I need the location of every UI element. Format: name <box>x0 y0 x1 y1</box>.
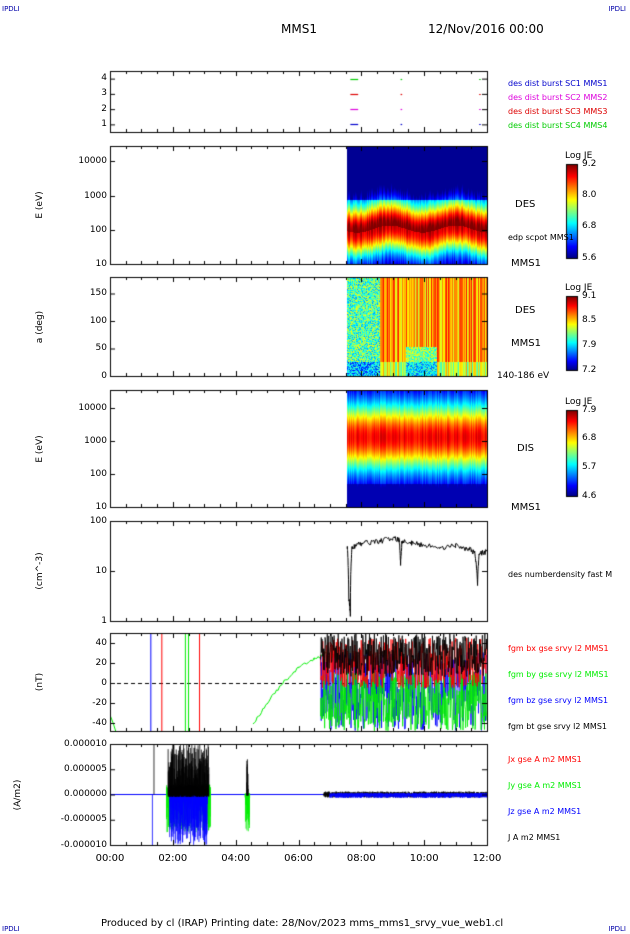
time-tick-3: 06:00 <box>284 853 313 864</box>
cur-legend-2: Jy gse A m2 MMS1 <box>508 781 582 791</box>
des-sublabel: edp scpot MMS1 <box>508 233 574 243</box>
cur-y-tick-2: 0.000000 <box>64 789 107 800</box>
bfield-legend-4: fgm bt gse srvy l2 MMS1 <box>508 722 607 732</box>
pad-y-tick-1: 100 <box>89 315 107 326</box>
pad-y-tick-0: 150 <box>89 288 107 299</box>
bfield-legend-3: fgm bz gse srvy l2 MMS1 <box>508 696 609 706</box>
burst-legend-4: des dist burst SC4 MMS4 <box>508 121 608 131</box>
des-colorbar-tick-1: 8.0 <box>582 189 597 200</box>
pad-colorbar-tick-0: 9.1 <box>582 290 597 301</box>
des-spacecraft-label: MMS1 <box>511 258 541 269</box>
cur-legend-3: Jz gse A m2 MMS1 <box>508 807 582 817</box>
pad-colorbar-tick-3: 7.2 <box>582 364 597 375</box>
bfield-y-tick-2: 0 <box>101 677 107 688</box>
burst-y-tick-0: 4 <box>101 73 107 84</box>
pad-colorbar-title: Log JE <box>565 282 593 293</box>
burst-legend-1: des dist burst SC1 MMS1 <box>508 79 608 89</box>
dens-legend: des numberdensity fast M <box>508 570 613 580</box>
dens-ylabel: (cm^-3) <box>35 552 45 590</box>
burst-legend-3: des dist burst SC3 MMS3 <box>508 107 608 117</box>
dis-y-tick-3: 10 <box>95 501 107 512</box>
des-y-tick-2: 100 <box>89 224 107 235</box>
pad-label: DES <box>515 305 536 316</box>
cur-y-tick-0: 0.000010 <box>64 738 107 749</box>
pad-energy-label: 140-186 eV <box>497 370 550 381</box>
burst-y-tick-2: 2 <box>101 103 107 114</box>
des-label: DES <box>515 199 536 210</box>
dis-spacecraft-label: MMS1 <box>511 502 541 513</box>
des-colorbar-tick-2: 6.8 <box>582 221 597 232</box>
burst-y-tick-3: 1 <box>101 118 107 129</box>
corner-label-bottom-left: IPDLI <box>2 925 20 933</box>
burst-legend-2: des dist burst SC2 MMS2 <box>508 93 608 103</box>
time-tick-4: 08:00 <box>346 853 376 864</box>
dis-y-tick-1: 1000 <box>84 435 107 446</box>
time-tick-0: 00:00 <box>95 853 125 864</box>
des-colorbar-tick-0: 9.2 <box>582 158 597 169</box>
cur-ylabel: (A/m2) <box>13 779 23 810</box>
dis-colorbar-tick-3: 4.6 <box>582 490 597 501</box>
des-colorbar-title: Log JE <box>565 150 593 161</box>
bfield-legend-2: fgm by gse srvy l2 MMS1 <box>508 670 609 680</box>
dis-colorbar-tick-2: 5.7 <box>582 461 597 472</box>
des-y-tick-3: 10 <box>95 258 107 269</box>
dis-colorbar-tick-0: 7.9 <box>582 404 597 415</box>
dens-y-tick-0: 100 <box>89 515 107 526</box>
dis-colorbar-title: Log JE <box>565 396 593 407</box>
des-ylabel: E (eV) <box>35 191 45 219</box>
bfield-y-tick-1: 20 <box>95 657 107 668</box>
des-y-tick-1: 1000 <box>84 190 107 201</box>
pad-spacecraft-label: MMS1 <box>511 338 541 349</box>
pad-colorbar-tick-1: 8.5 <box>582 315 597 326</box>
time-tick-1: 02:00 <box>158 853 188 864</box>
des-colorbar-tick-3: 5.6 <box>582 252 597 263</box>
spacecraft-title: MMS1 <box>281 22 317 36</box>
burst-y-tick-1: 3 <box>101 88 107 99</box>
dens-y-tick-2: 1 <box>101 615 107 626</box>
pad-ylabel: a (deg) <box>35 310 45 343</box>
bfield-y-tick-4: -40 <box>92 717 107 728</box>
cur-legend-1: Jx gse A m2 MMS1 <box>508 755 582 765</box>
time-tick-6: 12:00 <box>472 853 502 864</box>
des-y-tick-0: 10000 <box>78 155 107 166</box>
dis-ylabel: E (eV) <box>35 434 45 463</box>
cur-y-tick-3: -0.000005 <box>60 814 107 825</box>
bfield-ylabel: (nT) <box>35 672 45 692</box>
bfield-y-tick-3: -20 <box>92 697 107 708</box>
dis-colorbar-tick-1: 6.8 <box>582 433 597 444</box>
corner-label-top-left: IPDLI <box>2 5 20 13</box>
bfield-y-tick-0: 40 <box>95 637 107 648</box>
dis-y-tick-2: 100 <box>89 468 107 479</box>
cur-legend-4: J A m2 MMS1 <box>508 833 561 843</box>
pad-y-tick-3: 0 <box>101 370 107 381</box>
dens-y-tick-1: 10 <box>95 565 107 576</box>
time-tick-5: 10:00 <box>409 853 439 864</box>
dis-label: DIS <box>517 443 534 454</box>
corner-label-bottom-right: IPDLI <box>608 925 626 933</box>
cur-y-tick-4: -0.000010 <box>60 839 107 850</box>
cur-y-tick-1: 0.000005 <box>64 763 107 774</box>
corner-label-top-right: IPDLI <box>608 5 626 13</box>
pad-y-tick-2: 50 <box>95 343 107 354</box>
dis-y-tick-0: 10000 <box>78 402 107 413</box>
bfield-legend-1: fgm bx gse srvy l2 MMS1 <box>508 644 609 654</box>
footer-credits: Produced by cl (IRAP) Printing date: 28/… <box>101 918 504 929</box>
pad-colorbar-tick-2: 7.9 <box>582 339 597 350</box>
time-tick-2: 04:00 <box>221 853 251 864</box>
plot-date: 12/Nov/2016 00:00 <box>428 22 544 36</box>
